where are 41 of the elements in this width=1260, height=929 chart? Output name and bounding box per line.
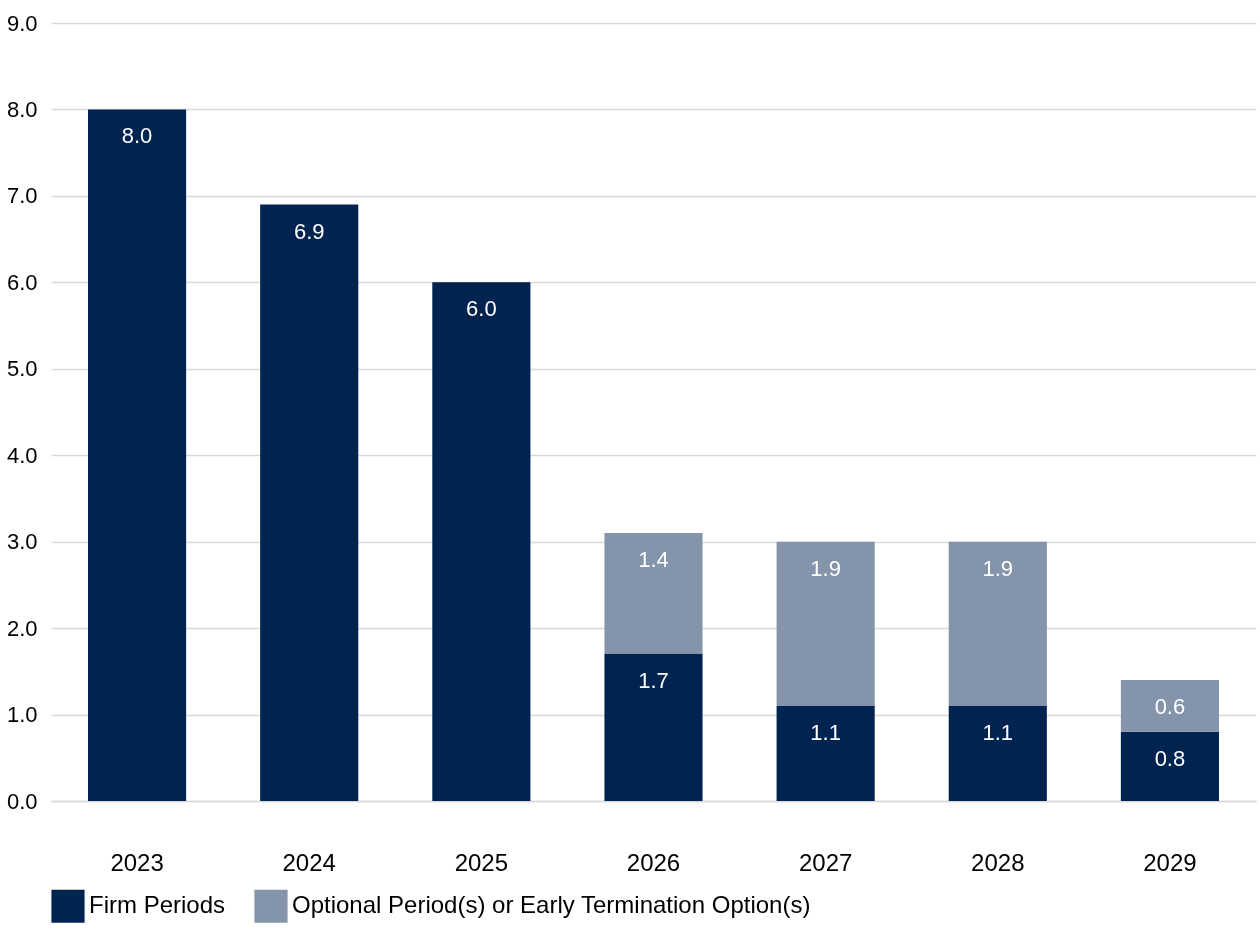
data-label: 6.9 bbox=[293, 218, 325, 244]
data-label: 8.0 bbox=[121, 123, 153, 149]
data-label: 1.4 bbox=[638, 547, 669, 573]
bar bbox=[604, 533, 703, 655]
data-label: 1.9 bbox=[982, 555, 1014, 581]
y-tick-label: 4.0 bbox=[6, 442, 38, 468]
y-tick-label: 5.0 bbox=[6, 356, 38, 382]
bar bbox=[948, 705, 1047, 801]
data-label: 1.9 bbox=[810, 555, 841, 581]
data-label: 0.6 bbox=[1154, 693, 1186, 719]
y-tick-label: 9.0 bbox=[6, 10, 38, 36]
y-tick-label: 6.0 bbox=[6, 269, 38, 295]
bar bbox=[1120, 731, 1219, 801]
data-label: 0.8 bbox=[1154, 745, 1186, 771]
bar bbox=[260, 204, 359, 801]
data-label: 1.1 bbox=[982, 719, 1014, 745]
data-label: 1.1 bbox=[810, 719, 841, 745]
y-tick-label: 0.0 bbox=[6, 788, 38, 814]
y-tick-label: 2.0 bbox=[6, 615, 38, 641]
bar bbox=[948, 541, 1047, 706]
x-tick-label: 2026 bbox=[626, 848, 681, 876]
bar bbox=[604, 654, 703, 801]
x-tick-label: 2027 bbox=[798, 848, 853, 876]
bar bbox=[1120, 679, 1219, 732]
x-tick-label: 2023 bbox=[110, 848, 164, 876]
legend-label: Firm Periods bbox=[89, 891, 226, 919]
bar bbox=[776, 705, 875, 801]
data-label: 1.7 bbox=[638, 668, 669, 694]
bar bbox=[776, 541, 875, 706]
y-tick-label: 8.0 bbox=[6, 96, 38, 122]
legend-label: Optional Period(s) or Early Termination Option(s) bbox=[292, 891, 811, 919]
y-tick-label: 1.0 bbox=[6, 702, 38, 728]
x-tick-label: 2025 bbox=[454, 848, 509, 876]
data-label: 6.0 bbox=[466, 296, 497, 322]
x-tick-label: 2029 bbox=[1143, 848, 1197, 876]
bar bbox=[432, 282, 531, 801]
y-tick-label: 7.0 bbox=[6, 183, 38, 209]
y-tick-label: 3.0 bbox=[6, 529, 38, 555]
x-tick-label: 2024 bbox=[282, 848, 336, 876]
bar bbox=[88, 109, 187, 801]
x-tick-label: 2028 bbox=[971, 848, 1025, 876]
